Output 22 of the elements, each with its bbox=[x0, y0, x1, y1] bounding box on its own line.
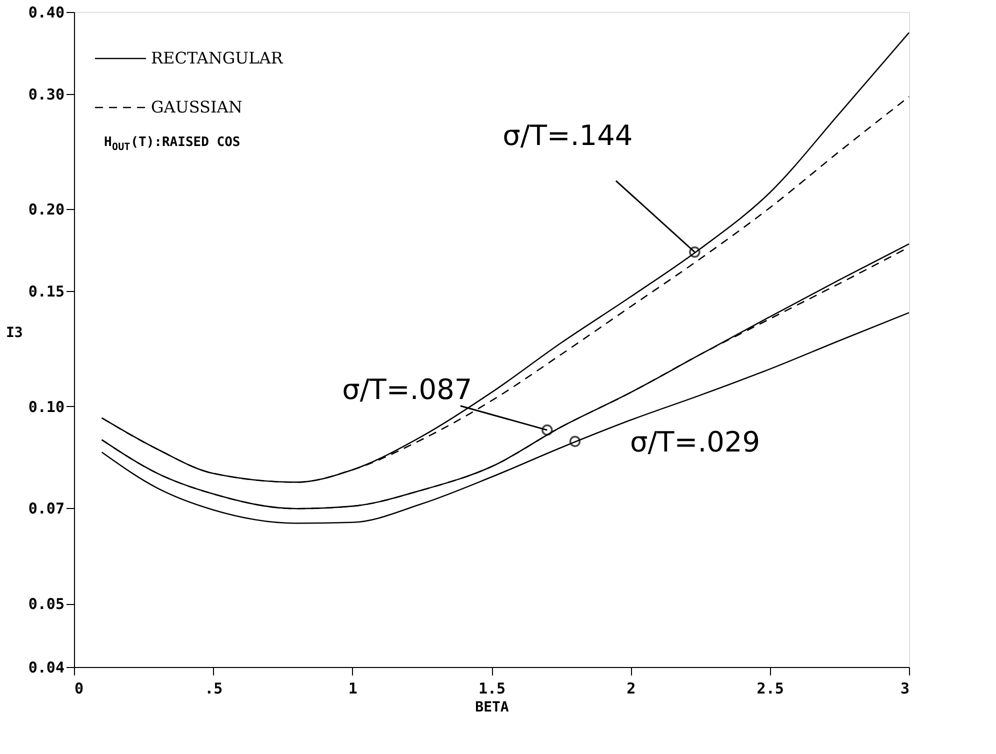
legend-label: GAUSSIAN bbox=[151, 98, 242, 116]
x-axis-title: BETA bbox=[475, 700, 510, 716]
y-axis-title: I3 bbox=[6, 325, 23, 341]
x-tick-label: .5 bbox=[204, 680, 223, 698]
legend-label: RECTANGULAR bbox=[151, 48, 284, 68]
y-tick-label: 0.15 bbox=[28, 282, 64, 301]
x-tick-label: 3 bbox=[900, 680, 910, 698]
y-tick-label: 0.30 bbox=[28, 85, 64, 104]
y-tick-label: 0.40 bbox=[28, 4, 64, 22]
y-tick-label: 0.04 bbox=[28, 658, 64, 676]
x-tick-label: 1.5 bbox=[478, 680, 506, 698]
y-tick-label: 0.07 bbox=[28, 499, 64, 518]
annotation: σ/T=.087 bbox=[342, 373, 472, 406]
x-tick-label: 2.5 bbox=[756, 680, 784, 698]
y-tick-label: 0.10 bbox=[28, 398, 64, 416]
y-tick-label: 0.20 bbox=[28, 200, 64, 219]
annotation: σ/T=.144 bbox=[502, 119, 633, 152]
y-tick-label: 0.05 bbox=[28, 595, 64, 614]
x-tick-label: 0 bbox=[74, 680, 84, 698]
annotation: σ/T=.029 bbox=[630, 425, 760, 458]
x-tick-label: 2 bbox=[626, 680, 636, 698]
x-tick-label: 1 bbox=[348, 680, 358, 698]
